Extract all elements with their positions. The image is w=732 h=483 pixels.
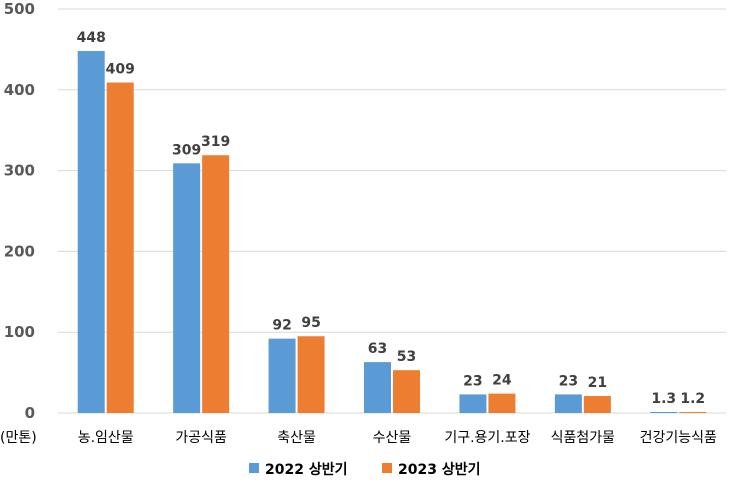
bar [459,394,487,413]
data-label: 63 [368,341,387,357]
data-label: 23 [559,373,578,389]
bar [679,412,707,413]
category-label: 건강기능식품 [640,430,717,446]
y-tick-label: 100 [4,323,35,341]
legend-label: 2022 상반기 [265,461,347,478]
legend-label: 2023 상반기 [398,461,480,478]
y-axis-ticks: 0 100 200 300 400 500 [4,0,35,422]
data-label: 24 [492,373,512,389]
bar [583,396,611,413]
bar [554,394,582,413]
data-label: 319 [201,134,230,150]
data-label: 53 [397,349,416,365]
data-label: 448 [77,30,106,46]
unit-label: (만톤) [0,430,37,446]
category-label: 식품첨가물 [551,430,616,446]
legend: 2022 상반기 2023 상반기 [249,461,480,478]
bar [650,411,678,413]
bar [77,51,105,414]
bars [77,51,707,414]
bar [393,370,420,413]
data-label: 95 [301,315,320,331]
y-tick-label: 400 [4,81,35,99]
bar [173,163,201,413]
legend-swatch [382,463,392,473]
data-label: 309 [172,142,201,158]
x-axis-labels: 농.임산물 가공식품 축산물 수산물 기구.용기.포장 식품첨가물 건강기능식품 [78,430,717,446]
data-label: 23 [463,373,482,389]
y-tick-label: 500 [4,0,35,18]
data-label: 1.2 [680,391,705,407]
data-label: 92 [272,318,291,334]
data-label: 409 [106,62,135,78]
legend-swatch [249,463,259,473]
bar [297,336,325,413]
bar [202,155,230,414]
bar [364,362,391,413]
category-label: 농.임산물 [78,430,134,446]
bar [488,393,516,413]
y-tick-label: 300 [4,162,35,180]
bar [106,82,134,413]
data-label: 21 [588,375,607,391]
gridlines [58,8,726,414]
data-label: 1.3 [651,391,676,407]
category-label: 가공식품 [175,430,227,446]
bar [268,338,296,413]
y-tick-label: 200 [4,242,35,260]
category-label: 축산물 [277,430,316,446]
y-tick-label: 0 [25,404,35,422]
category-label: 수산물 [373,430,412,446]
category-label: 기구.용기.포장 [444,430,530,446]
